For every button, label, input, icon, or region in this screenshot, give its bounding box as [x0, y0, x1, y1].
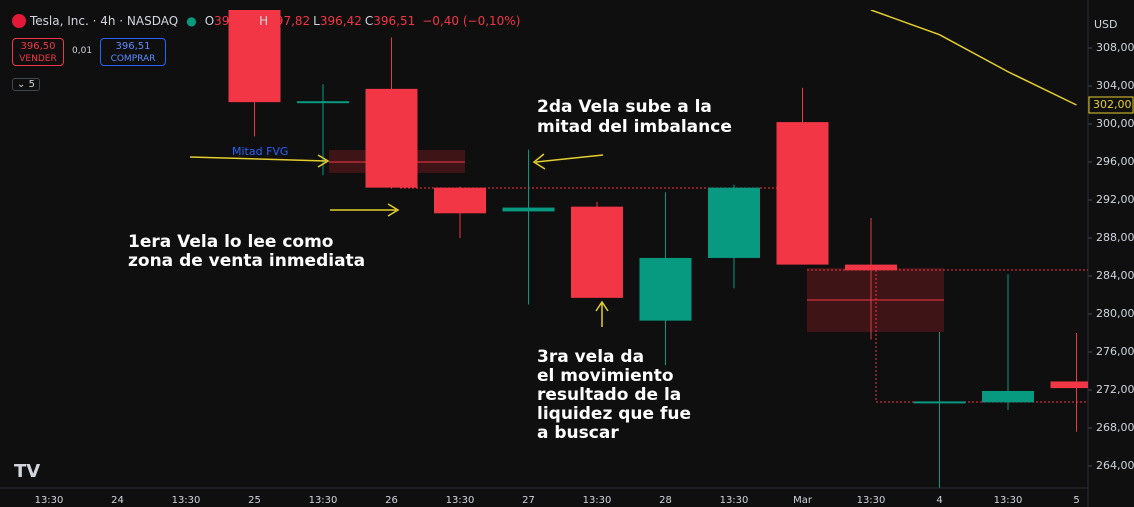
- y-tick-label: 276,00: [1096, 345, 1134, 358]
- y-tick-label: 296,00: [1096, 155, 1134, 168]
- x-tick-label: 24: [111, 495, 124, 506]
- price-tag-label: 302,00: [1093, 98, 1132, 111]
- y-tick-label: 268,00: [1096, 421, 1134, 434]
- moving-average: [870, 10, 1077, 106]
- candle-body: [982, 390, 1034, 403]
- x-tick-label: 28: [659, 495, 672, 506]
- logo: TV: [14, 461, 40, 482]
- ohlc-value: 397,82: [268, 14, 311, 28]
- candle-body: [434, 187, 486, 214]
- x-tick-label: 13:30: [309, 495, 338, 506]
- y-tick-label: 284,00: [1096, 269, 1134, 282]
- x-tick-label: 13:30: [994, 495, 1023, 506]
- lots-value: 5: [28, 79, 35, 90]
- currency: USD: [1094, 18, 1118, 31]
- annotation: resultado de la: [537, 385, 681, 405]
- y-tick-label: 272,00: [1096, 383, 1134, 396]
- x-tick-label: Mar: [793, 495, 813, 506]
- x-tick-label: 4: [936, 495, 942, 506]
- x-tick-label: 13:30: [172, 495, 201, 506]
- price-axis: [1088, 0, 1134, 507]
- arrow: [535, 154, 604, 163]
- status-dot: ●: [186, 14, 197, 28]
- candle-body: [845, 264, 897, 271]
- x-tick-label: 13:30: [720, 495, 749, 506]
- arrow-head: [387, 203, 400, 217]
- x-tick-label: 27: [522, 495, 535, 506]
- candle-body: [639, 257, 692, 321]
- x-tick-label: 26: [385, 495, 398, 506]
- arrows: [189, 153, 609, 327]
- candle-body: [913, 401, 966, 404]
- arrow-head: [532, 153, 546, 170]
- x-tick-label: 13:30: [583, 495, 612, 506]
- annotation: 3ra vela da: [537, 347, 644, 367]
- y-tick-label: 264,00: [1096, 459, 1134, 472]
- y-tick-label: 300,00: [1096, 117, 1134, 130]
- annotation: mitad del imbalance: [537, 117, 732, 137]
- ohlc-value: 396,92: [214, 14, 257, 28]
- sell-price: 396,50: [20, 41, 56, 52]
- ohlc-key: C: [364, 14, 374, 28]
- symbol: Tesla, Inc. · 4h · NASDAQ: [30, 14, 179, 28]
- price-tag: [1088, 96, 1134, 114]
- sell-button[interactable]: 396,50 VENDER: [12, 38, 64, 66]
- header: Tesla, Inc. · 4h · NASDAQ ● O396,92 H397,…: [12, 14, 520, 28]
- buy-button[interactable]: 396,51 COMPRAR: [100, 38, 166, 66]
- annotation: 1era Vela lo lee como: [128, 232, 334, 252]
- spread: 0,01: [72, 46, 93, 56]
- buy-price: 396,51: [115, 41, 151, 52]
- candle-body: [776, 122, 829, 265]
- arrow-head: [595, 300, 609, 312]
- ohlc-key: O: [204, 14, 215, 28]
- y-tick-label: 280,00: [1096, 307, 1134, 320]
- ohlc-value: 396,51: [373, 14, 416, 28]
- ohlc-key: L: [313, 14, 320, 28]
- annotation: 2da Vela sube a la: [537, 97, 712, 117]
- y-tick-label: 308,00: [1096, 41, 1134, 54]
- annotation: liquidez que fue: [537, 404, 691, 424]
- x-tick-label: 13:30: [35, 495, 64, 506]
- annotation: el movimiento: [537, 366, 674, 386]
- x-tick-label: 25: [248, 495, 261, 506]
- x-tick-label: 13:30: [857, 495, 886, 506]
- plot: [228, 10, 1088, 488]
- sell-label: VENDER: [19, 54, 57, 64]
- candle-body: [571, 206, 623, 298]
- candle-body: [502, 207, 555, 212]
- annotation: Mitad FVG: [232, 145, 288, 158]
- change: −0,40 (−0,10%): [422, 14, 521, 28]
- arrow: [189, 156, 327, 162]
- annotation: a buscar: [537, 423, 619, 443]
- arrow-head: [317, 154, 330, 168]
- candle-body: [365, 88, 418, 188]
- y-tick-label: 304,00: [1096, 79, 1134, 92]
- candle-body: [228, 10, 281, 103]
- symbol-icon: [12, 14, 26, 28]
- ohlc-key: H: [259, 14, 269, 28]
- candle-body: [297, 101, 349, 104]
- candle-body: [708, 187, 760, 258]
- y-tick-label: 292,00: [1096, 193, 1134, 206]
- lots[interactable]: ⌄ 5: [12, 78, 40, 91]
- candle-body: [1050, 381, 1088, 389]
- annotation: zona de venta inmediata: [128, 251, 365, 271]
- ohlc: O396,92 H397,82 L396,42 C396,51: [205, 14, 419, 28]
- ohlc-value: 396,42: [319, 14, 362, 28]
- buy-label: COMPRAR: [110, 54, 156, 64]
- x-tick-label: 13:30: [446, 495, 475, 506]
- x-tick-label: 5: [1073, 495, 1079, 506]
- y-tick-label: 288,00: [1096, 231, 1134, 244]
